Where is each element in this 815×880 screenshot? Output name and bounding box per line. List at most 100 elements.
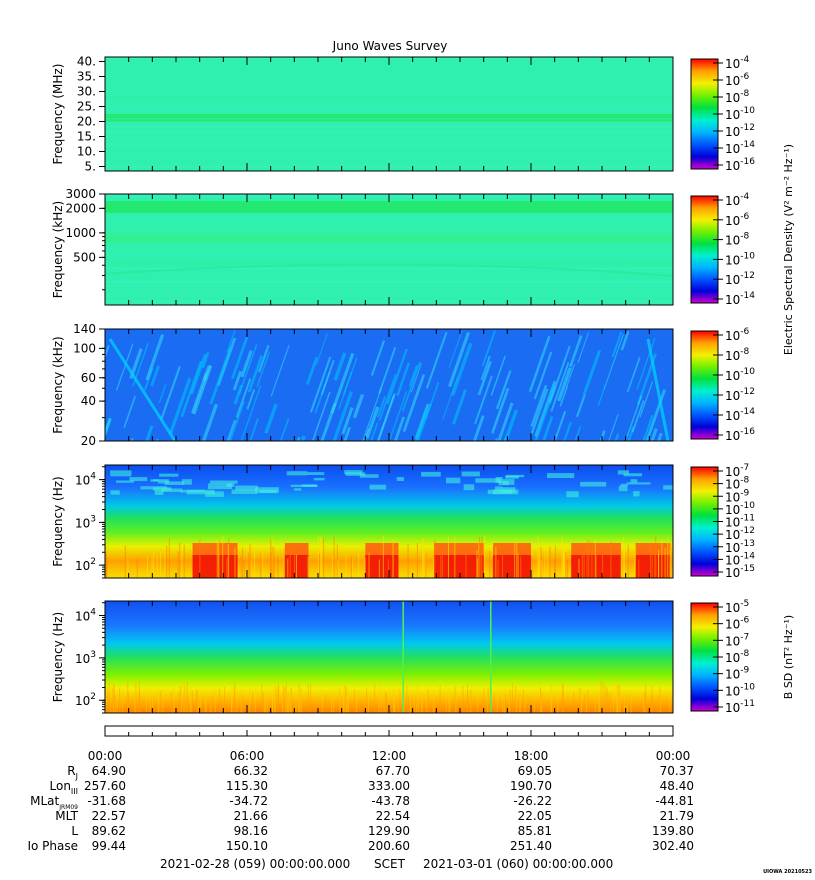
y-tick-label: 20. [77,115,96,129]
emission-band-1 [105,201,673,214]
y-tick-label: 40. [77,55,96,69]
ephemeris-value: 251.40 [510,839,552,853]
colorbar-3: 10-6 10-8 10-10 10-12 10-14 10-16 [690,327,755,443]
plot-title: Juno Waves Survey [332,39,448,53]
ephemeris-value: 115.30 [226,779,268,793]
colorbar-tick-label: 10-14 [725,551,755,567]
colorbar-axis-label: B SD (nT² Hz⁻¹) [782,615,795,699]
ephemeris-row-label: Io Phase [27,839,78,853]
colorbar-tick-label: 10-8 [725,347,750,363]
colorbar-tick-label: 10-6 [725,616,750,632]
y-tick-label: 104 [75,472,96,488]
ephemeris-value: 257.60 [84,779,126,793]
ephemeris-row-label: L [71,824,78,838]
time-tick-label: 00:00 [656,749,691,763]
y-tick-label: 103 [75,514,96,530]
ephemeris-value: 333.00 [368,779,410,793]
ephemeris-row-label: MLatJRM09 [30,794,78,811]
ephemeris-value: 22.54 [376,809,410,823]
time-axis: 00:00 06:00 12:00 18:00 00:00 [88,725,691,763]
emission-band-2 [105,232,673,244]
colorbar-tick-label: 10-8 [725,89,750,105]
colorbar-gradient [690,195,719,304]
colorbar-tick-label: 10-12 [725,123,755,139]
ephemeris-value: 67.70 [376,764,410,778]
colorbar-tick-label: 10-12 [725,526,755,542]
colorbar-tick-label: 10-8 [725,232,750,248]
ephemeris-value: 22.57 [92,809,126,823]
y-tick-label: 100 [73,341,96,355]
colorbar-tick-label: 10-9 [725,488,750,504]
y-tick-label: 1000 [65,226,96,240]
y-tick-label: 103 [75,650,96,666]
y-tick-label: 25. [77,100,96,114]
ephemeris-value: -43.78 [371,794,410,808]
ephemeris-value: 70.37 [660,764,694,778]
spectrogram-panel-3: 140 100 60 40 20 Frequency (kHz) 10-6 10-8 10-10… [51,322,755,448]
ephemeris-row-label: MLT [55,809,78,823]
ephemeris-row-label: RJ [67,764,78,781]
y-tick-label: 3000 [65,187,96,201]
colorbar-tick-label: 10-14 [725,291,755,307]
emission-band-2 [105,95,673,98]
ephemeris-value: -34.72 [229,794,268,808]
ephemeris-value: 129.90 [368,824,410,838]
footer-end-time: 2021-03-01 (060) 00:00:00.000 [423,857,613,871]
colorbar-tick-label: 10-6 [725,72,750,88]
time-tick-label: 00:00 [88,749,123,763]
ephemeris-value: 200.60 [368,839,410,853]
y-tick-label: 10. [77,145,96,159]
colorbar-tick-label: 10-7 [725,632,749,648]
ephemeris-value: -44.81 [655,794,694,808]
y-tick-label: 5. [85,160,96,174]
footer-scet-label: SCET [374,857,406,871]
y-axis-label: Frequency (Hz) [51,612,65,703]
colorbar-tick-label: 10-14 [725,407,755,423]
ephemeris-value: 64.90 [92,764,126,778]
ephemeris-value: -31.68 [87,794,126,808]
ephemeris-value: 190.70 [510,779,552,793]
ephemeris-value: 48.40 [660,779,694,793]
y-tick-label: 30. [77,85,96,99]
colorbar-tick-label: 10-5 [725,599,749,615]
ephemeris-value: 66.32 [234,764,268,778]
y-tick-label: 35. [77,70,96,84]
y-axis-label: Frequency (MHz) [51,64,65,165]
ephemeris-value: 69.05 [518,764,552,778]
ephemeris-value: 139.80 [652,824,694,838]
footer-brand-stamp: UIOWA 20210523 [763,869,812,875]
colorbar-tick-label: 10-8 [725,476,750,492]
colorbar-tick-label: 10-14 [725,140,755,156]
colorbar-tick-label: 10-16 [725,427,755,443]
colorbar-tick-label: 10-8 [725,649,750,665]
colorbar-tick-label: 10-15 [725,564,755,580]
time-tick-label: 18:00 [514,749,549,763]
ephemeris-value: 21.79 [660,809,694,823]
ephemeris-value: 98.16 [234,824,268,838]
ephemeris-table: RJ 64.90 66.32 67.70 69.05 70.37 LonIII 257.60 1… [27,764,694,853]
colorbar-tick-label: 10-12 [725,271,755,287]
colorbar-tick-label: 10-16 [725,157,755,173]
colorbar-tick-label: 10-13 [725,539,755,555]
colorbar-tick-label: 10-10 [725,106,755,122]
spectrogram-panel-4: 104 103 102 Frequency (Hz) 10-710-810-910-10… [51,463,755,580]
emission-band-1 [105,114,673,122]
y-tick-label: 102 [75,557,96,573]
colorbar-tick-label: 10-6 [725,212,750,228]
y-tick-label: 60 [81,371,96,385]
y-tick-label: 40 [81,394,96,408]
colorbar-tick-label: 10-10 [725,367,755,383]
colorbar-tick-label: 10-6 [725,327,750,343]
time-tick-label: 12:00 [372,749,407,763]
y-tick-label: 500 [73,250,96,264]
colorbar-tick-label: 10-4 [725,55,750,71]
ephemeris-value: -26.22 [513,794,552,808]
y-axis-label: Frequency (Hz) [51,476,65,567]
colorbar-axis-label: Electric Spectral Density (V² m⁻² Hz⁻¹) [782,144,795,355]
y-tick-label: 102 [75,692,96,708]
y-tick-label: 15. [77,130,96,144]
ephemeris-value: 21.66 [234,809,268,823]
ephemeris-value: 85.81 [518,824,552,838]
